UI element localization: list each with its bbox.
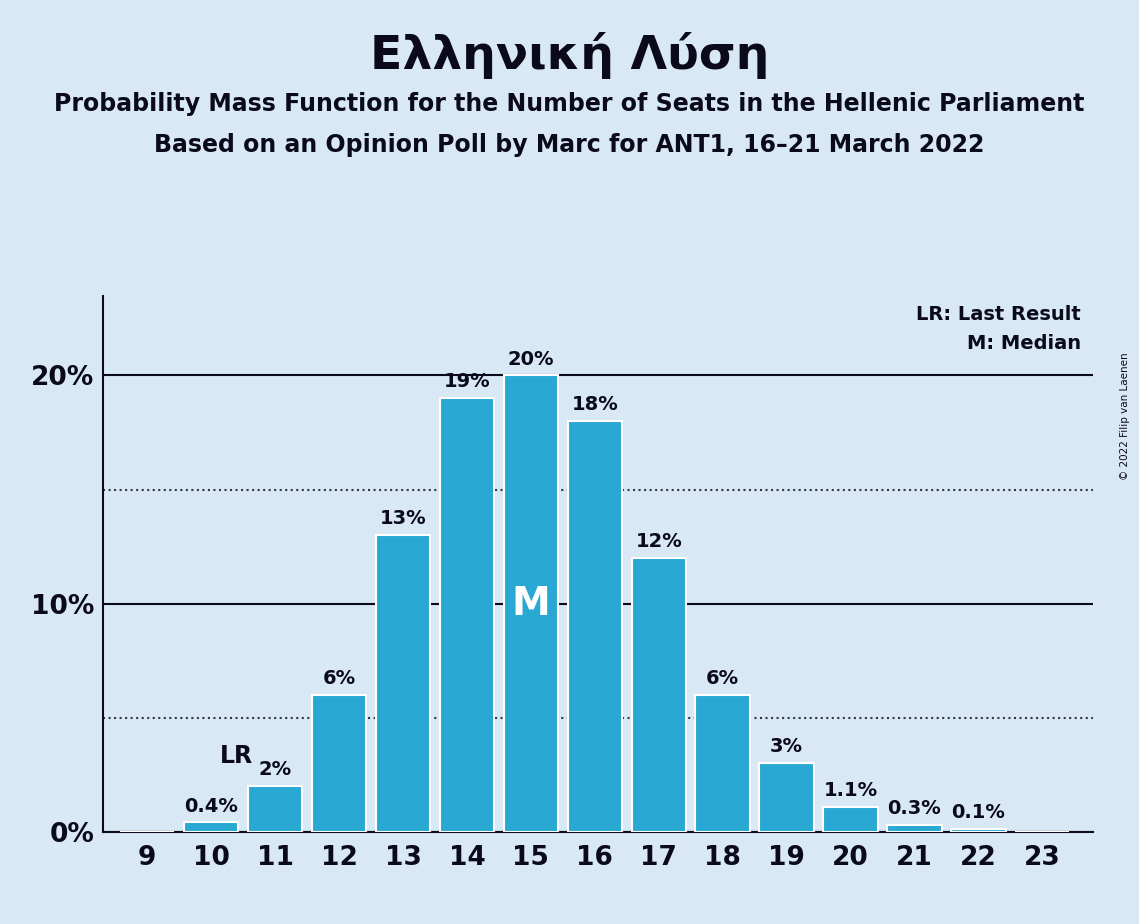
Bar [185,822,238,832]
Text: 6%: 6% [706,669,739,688]
Text: © 2022 Filip van Laenen: © 2022 Filip van Laenen [1121,352,1130,480]
Bar [951,830,1006,832]
Bar [631,558,686,832]
Text: Ελληνική Λύση: Ελληνική Λύση [370,32,769,79]
Bar [823,807,878,832]
Bar [248,786,302,832]
Text: 0.3%: 0.3% [887,799,941,818]
Text: M: Median: M: Median [967,334,1081,354]
Text: 19%: 19% [443,372,490,392]
Bar [376,535,431,832]
Bar [440,398,494,832]
Bar [696,695,749,832]
Text: LR: LR [220,744,253,768]
Text: 18%: 18% [572,395,618,414]
Text: LR: Last Result: LR: Last Result [916,305,1081,323]
Text: 6%: 6% [322,669,355,688]
Bar [567,421,622,832]
Bar [503,375,558,832]
Text: 20%: 20% [508,349,554,369]
Text: 2%: 2% [259,760,292,779]
Bar [312,695,367,832]
Text: Probability Mass Function for the Number of Seats in the Hellenic Parliament: Probability Mass Function for the Number… [55,92,1084,116]
Bar [887,825,942,832]
Text: 12%: 12% [636,532,682,551]
Text: 13%: 13% [379,509,426,529]
Text: M: M [511,585,550,623]
Text: Based on an Opinion Poll by Marc for ANT1, 16–21 March 2022: Based on an Opinion Poll by Marc for ANT… [154,133,985,157]
Bar [760,763,813,832]
Text: 0.4%: 0.4% [185,796,238,816]
Text: 0.1%: 0.1% [951,804,1006,822]
Text: 1.1%: 1.1% [823,781,877,799]
Text: 3%: 3% [770,737,803,757]
